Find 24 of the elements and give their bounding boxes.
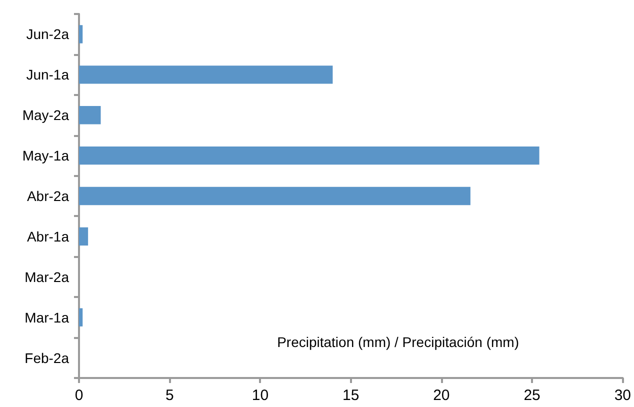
x-tick-label: 20 <box>433 387 450 404</box>
y-tick-label: Jun-2a <box>26 26 70 42</box>
x-tick-label: 25 <box>524 387 540 404</box>
x-axis-title: Precipitation (mm) / Precipitación (mm) <box>277 334 519 350</box>
bar <box>79 186 470 206</box>
x-tick-label: 10 <box>252 387 269 404</box>
bar <box>79 308 83 326</box>
bar <box>79 227 88 246</box>
y-tick-label: Mar-1a <box>24 309 70 326</box>
y-tick-label: Mar-2a <box>24 268 70 285</box>
y-tick-label: May-2a <box>22 107 70 124</box>
y-tick-label: Abr-2a <box>26 188 70 204</box>
bar <box>79 66 333 84</box>
bar <box>79 146 540 165</box>
y-tick-label: Jun-1a <box>26 66 70 83</box>
y-tick-label: May-1a <box>22 148 70 164</box>
y-tick-label: Feb-2a <box>24 350 70 366</box>
y-tick-label: Abr-1a <box>26 228 70 244</box>
bar <box>79 25 83 44</box>
x-tick-label: 5 <box>165 387 174 404</box>
x-tick-label: 0 <box>74 387 84 404</box>
x-tick-label: 15 <box>342 387 360 404</box>
x-tick-label: 30 <box>614 387 631 404</box>
bar <box>79 106 101 124</box>
